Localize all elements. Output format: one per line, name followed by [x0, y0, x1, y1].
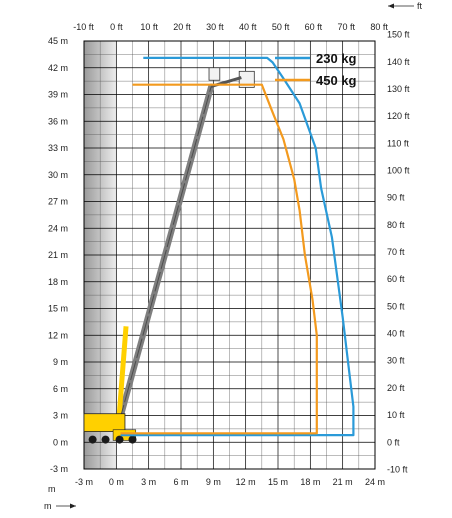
- y-tick-label-ft: 150 ft: [387, 30, 410, 40]
- y-tick-label-m: 45 m: [48, 36, 68, 46]
- y-tick-label-ft: 90 ft: [387, 193, 405, 203]
- series-line: [120, 56, 355, 437]
- y-tick-label-ft: 30 ft: [387, 356, 405, 366]
- legend-label: 230 kg: [316, 51, 357, 66]
- plot-frame: [83, 40, 376, 470]
- y-tick-label-m: 42 m: [48, 63, 68, 73]
- boom-base-section: [115, 326, 129, 425]
- y-tick-label-ft: 110 ft: [387, 138, 409, 148]
- y-tick-label-m: 27 m: [48, 197, 68, 207]
- y-tick-label-ft: 100 ft: [387, 165, 410, 175]
- y-tick-label-ft: 70 ft: [387, 247, 405, 257]
- x-tick-label-m: 9 m: [206, 477, 221, 487]
- x-tick-label-m: 12 m: [236, 477, 256, 487]
- y-tick-label-m: 33 m: [48, 143, 68, 153]
- wheel: [101, 435, 110, 444]
- y-tick-label-ft: 10 ft: [387, 410, 405, 420]
- x-tick-label-ft: 10 ft: [140, 22, 158, 32]
- y-tick-label-m: -3 m: [50, 464, 68, 474]
- y-tick-label-ft: 120 ft: [387, 111, 410, 121]
- x-tick-label-m: 0 m: [109, 477, 124, 487]
- wheel: [115, 435, 124, 444]
- y-tick-label-ft: 40 ft: [387, 329, 405, 339]
- y-tick-label-ft: 0 ft: [387, 437, 400, 447]
- chassis: [83, 413, 126, 432]
- ft-arrowhead: [388, 3, 394, 9]
- legend-label: 450 kg: [316, 73, 357, 88]
- x-tick-label-ft: 20 ft: [173, 22, 191, 32]
- x-tick-label-m: 21 m: [333, 477, 353, 487]
- wheel: [128, 435, 137, 444]
- upper-basket: [208, 67, 221, 81]
- unit-label-m: m: [48, 484, 56, 494]
- unit-labels: ft mm: [44, 1, 423, 511]
- y-tick-label-m: 18 m: [48, 277, 68, 287]
- y-tick-label-m: 3 m: [53, 411, 68, 421]
- y-tick-label-m: 15 m: [48, 304, 68, 314]
- m-arrowhead: [70, 503, 76, 509]
- crane-illustration: [83, 67, 255, 444]
- series-lines: [120, 56, 355, 437]
- grid: [83, 40, 376, 470]
- unit-label-m-arrow: m: [44, 501, 52, 511]
- x-tick-label-ft: 30 ft: [206, 22, 224, 32]
- y-tick-label-m: 0 m: [53, 437, 68, 447]
- y-tick-label-ft: 60 ft: [387, 274, 405, 284]
- x-tick-label-m: 24 m: [365, 477, 385, 487]
- wheel: [88, 435, 97, 444]
- y-tick-label-m: 24 m: [48, 223, 68, 233]
- y-tick-label-ft: -10 ft: [387, 464, 408, 474]
- y-tick-label-ft: 140 ft: [387, 57, 410, 67]
- x-tick-label-m: 3 m: [141, 477, 156, 487]
- y-tick-label-m: 39 m: [48, 90, 68, 100]
- x-tick-label-m: 18 m: [300, 477, 320, 487]
- y-tick-label-ft: 20 ft: [387, 383, 405, 393]
- y-tick-label-m: 12 m: [48, 330, 68, 340]
- legend: 230 kg 450 kg: [275, 51, 357, 88]
- y-tick-label-m: 36 m: [48, 116, 68, 126]
- y-tick-label-m: 21 m: [48, 250, 68, 260]
- x-tick-label-ft: 80 ft: [370, 22, 388, 32]
- x-tick-label-m: -3 m: [75, 477, 93, 487]
- y-tick-label-m: 6 m: [53, 384, 68, 394]
- x-tick-label-ft: 70 ft: [338, 22, 356, 32]
- boom-detail: [118, 86, 212, 425]
- y-tick-label-ft: 130 ft: [387, 84, 410, 94]
- y-tick-label-ft: 50 ft: [387, 301, 405, 311]
- unit-label-ft: ft: [417, 1, 423, 11]
- series-line: [120, 83, 318, 435]
- x-tick-label-m: 15 m: [268, 477, 288, 487]
- x-tick-label-ft: -10 ft: [73, 22, 94, 32]
- x-tick-label-ft: 50 ft: [272, 22, 290, 32]
- x-tick-label-ft: 60 ft: [305, 22, 323, 32]
- x-tick-label-ft: 0 ft: [110, 22, 123, 32]
- y-tick-label-m: 30 m: [48, 170, 68, 180]
- x-tick-label-ft: 40 ft: [239, 22, 257, 32]
- y-tick-label-m: 9 m: [53, 357, 68, 367]
- y-tick-label-ft: 80 ft: [387, 220, 405, 230]
- x-tick-label-m: 6 m: [173, 477, 188, 487]
